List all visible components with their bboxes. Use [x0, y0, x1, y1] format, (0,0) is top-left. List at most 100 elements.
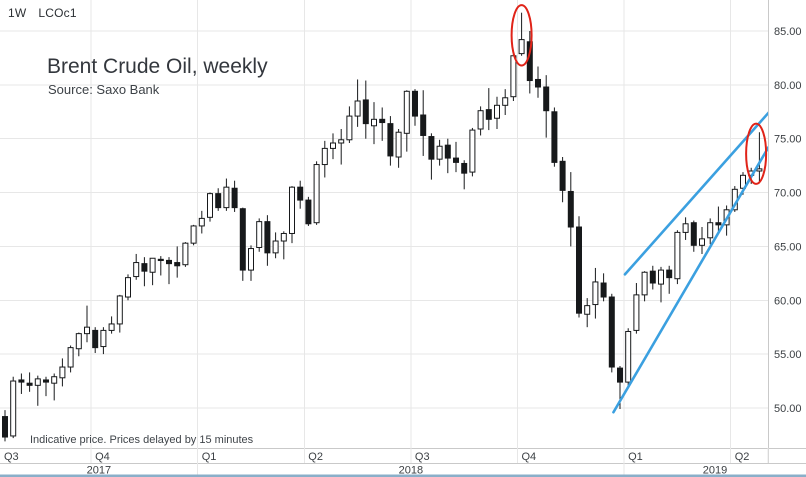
candle[interactable] — [535, 66, 541, 98]
y-axis-label: 50.00 — [774, 403, 802, 415]
candle[interactable] — [2, 410, 8, 442]
candle[interactable] — [420, 90, 427, 156]
candle[interactable] — [412, 89, 418, 126]
candle[interactable] — [125, 274, 131, 301]
candle[interactable] — [10, 376, 17, 439]
candle[interactable] — [43, 376, 49, 397]
timeframe-label[interactable]: 1W — [8, 6, 27, 20]
candle[interactable] — [198, 210, 205, 234]
candle[interactable] — [272, 232, 279, 259]
candle[interactable] — [108, 316, 115, 334]
candle[interactable] — [715, 206, 722, 232]
candle[interactable] — [666, 265, 673, 294]
candle[interactable] — [354, 79, 361, 127]
candle[interactable] — [190, 224, 197, 246]
candle[interactable] — [157, 256, 164, 276]
x-axis-year-label: 2018 — [399, 465, 423, 477]
candle[interactable] — [674, 230, 681, 285]
candle[interactable] — [338, 129, 345, 165]
candle[interactable] — [174, 246, 181, 278]
candle[interactable] — [297, 180, 304, 209]
candle[interactable] — [625, 328, 632, 387]
candle[interactable] — [256, 218, 263, 252]
candle[interactable] — [584, 298, 591, 328]
candle[interactable] — [18, 373, 25, 394]
candle[interactable] — [305, 196, 312, 226]
candle[interactable] — [469, 127, 476, 177]
annotation-ellipse-last-candle[interactable] — [745, 122, 768, 185]
candle[interactable] — [387, 116, 394, 166]
candle[interactable] — [608, 293, 615, 373]
candle[interactable] — [707, 218, 714, 245]
candle[interactable] — [379, 107, 386, 141]
candle[interactable] — [690, 220, 697, 252]
candle[interactable] — [658, 266, 664, 303]
candle[interactable] — [444, 138, 451, 174]
candle[interactable] — [67, 345, 74, 373]
candle[interactable] — [116, 294, 123, 333]
candle[interactable] — [34, 375, 41, 406]
candle[interactable] — [641, 271, 648, 302]
candle[interactable] — [59, 358, 66, 387]
candle[interactable] — [239, 207, 246, 281]
candle[interactable] — [494, 96, 500, 130]
candle[interactable] — [166, 257, 172, 285]
candle[interactable] — [371, 102, 377, 145]
candle[interactable] — [518, 12, 525, 56]
candle[interactable] — [26, 372, 33, 392]
candle[interactable] — [330, 133, 336, 160]
candle[interactable] — [436, 139, 443, 166]
candle[interactable] — [477, 106, 484, 136]
candle[interactable] — [289, 186, 295, 244]
candle[interactable] — [141, 257, 148, 287]
y-axis-label: 70.00 — [774, 188, 802, 200]
annotation-ellipse-top-peak[interactable] — [510, 4, 533, 67]
candle[interactable] — [502, 89, 509, 116]
candle[interactable] — [362, 80, 369, 139]
candle[interactable] — [633, 283, 640, 334]
candle[interactable] — [84, 305, 90, 343]
candle[interactable] — [133, 253, 140, 280]
candle[interactable] — [280, 231, 287, 260]
candle[interactable] — [682, 217, 689, 240]
candle[interactable] — [756, 132, 763, 182]
candle[interactable] — [92, 327, 99, 354]
symbol-label[interactable]: LCOc1 — [38, 6, 77, 20]
candle[interactable] — [453, 141, 459, 173]
candle[interactable] — [321, 140, 328, 178]
candle[interactable] — [149, 257, 156, 286]
candle[interactable] — [485, 88, 492, 131]
candle[interactable] — [231, 180, 238, 212]
candle[interactable] — [461, 160, 468, 190]
candle[interactable] — [592, 267, 599, 319]
candle[interactable] — [313, 161, 320, 225]
trend-channel-lower-line[interactable] — [612, 146, 768, 414]
candle[interactable] — [182, 242, 189, 267]
candle[interactable] — [51, 373, 58, 401]
candle[interactable] — [559, 157, 566, 203]
candle[interactable] — [543, 75, 550, 138]
candle[interactable] — [649, 265, 656, 290]
candle[interactable] — [346, 106, 353, 144]
candle[interactable] — [215, 188, 222, 211]
candle[interactable] — [100, 327, 107, 355]
chart-title: Brent Crude Oil, weekly — [47, 55, 268, 78]
candle[interactable] — [264, 215, 271, 266]
candle[interactable] — [428, 133, 435, 180]
x-axis-quarter-label: Q2 — [735, 451, 750, 463]
candle[interactable] — [699, 227, 705, 254]
candle[interactable] — [567, 172, 574, 247]
candle[interactable] — [551, 107, 558, 167]
candle[interactable] — [576, 216, 582, 318]
delayed-price-footnote: Indicative price. Prices delayed by 15 m… — [30, 434, 254, 446]
trend-channel-upper-line[interactable] — [623, 111, 769, 276]
candle[interactable] — [600, 273, 607, 302]
candle[interactable] — [75, 332, 82, 357]
candle[interactable] — [207, 192, 213, 222]
y-axis-label: 80.00 — [774, 80, 802, 92]
candle[interactable] — [248, 245, 254, 281]
candle[interactable] — [403, 90, 410, 152]
candle[interactable] — [223, 178, 230, 211]
candle[interactable] — [395, 129, 402, 168]
